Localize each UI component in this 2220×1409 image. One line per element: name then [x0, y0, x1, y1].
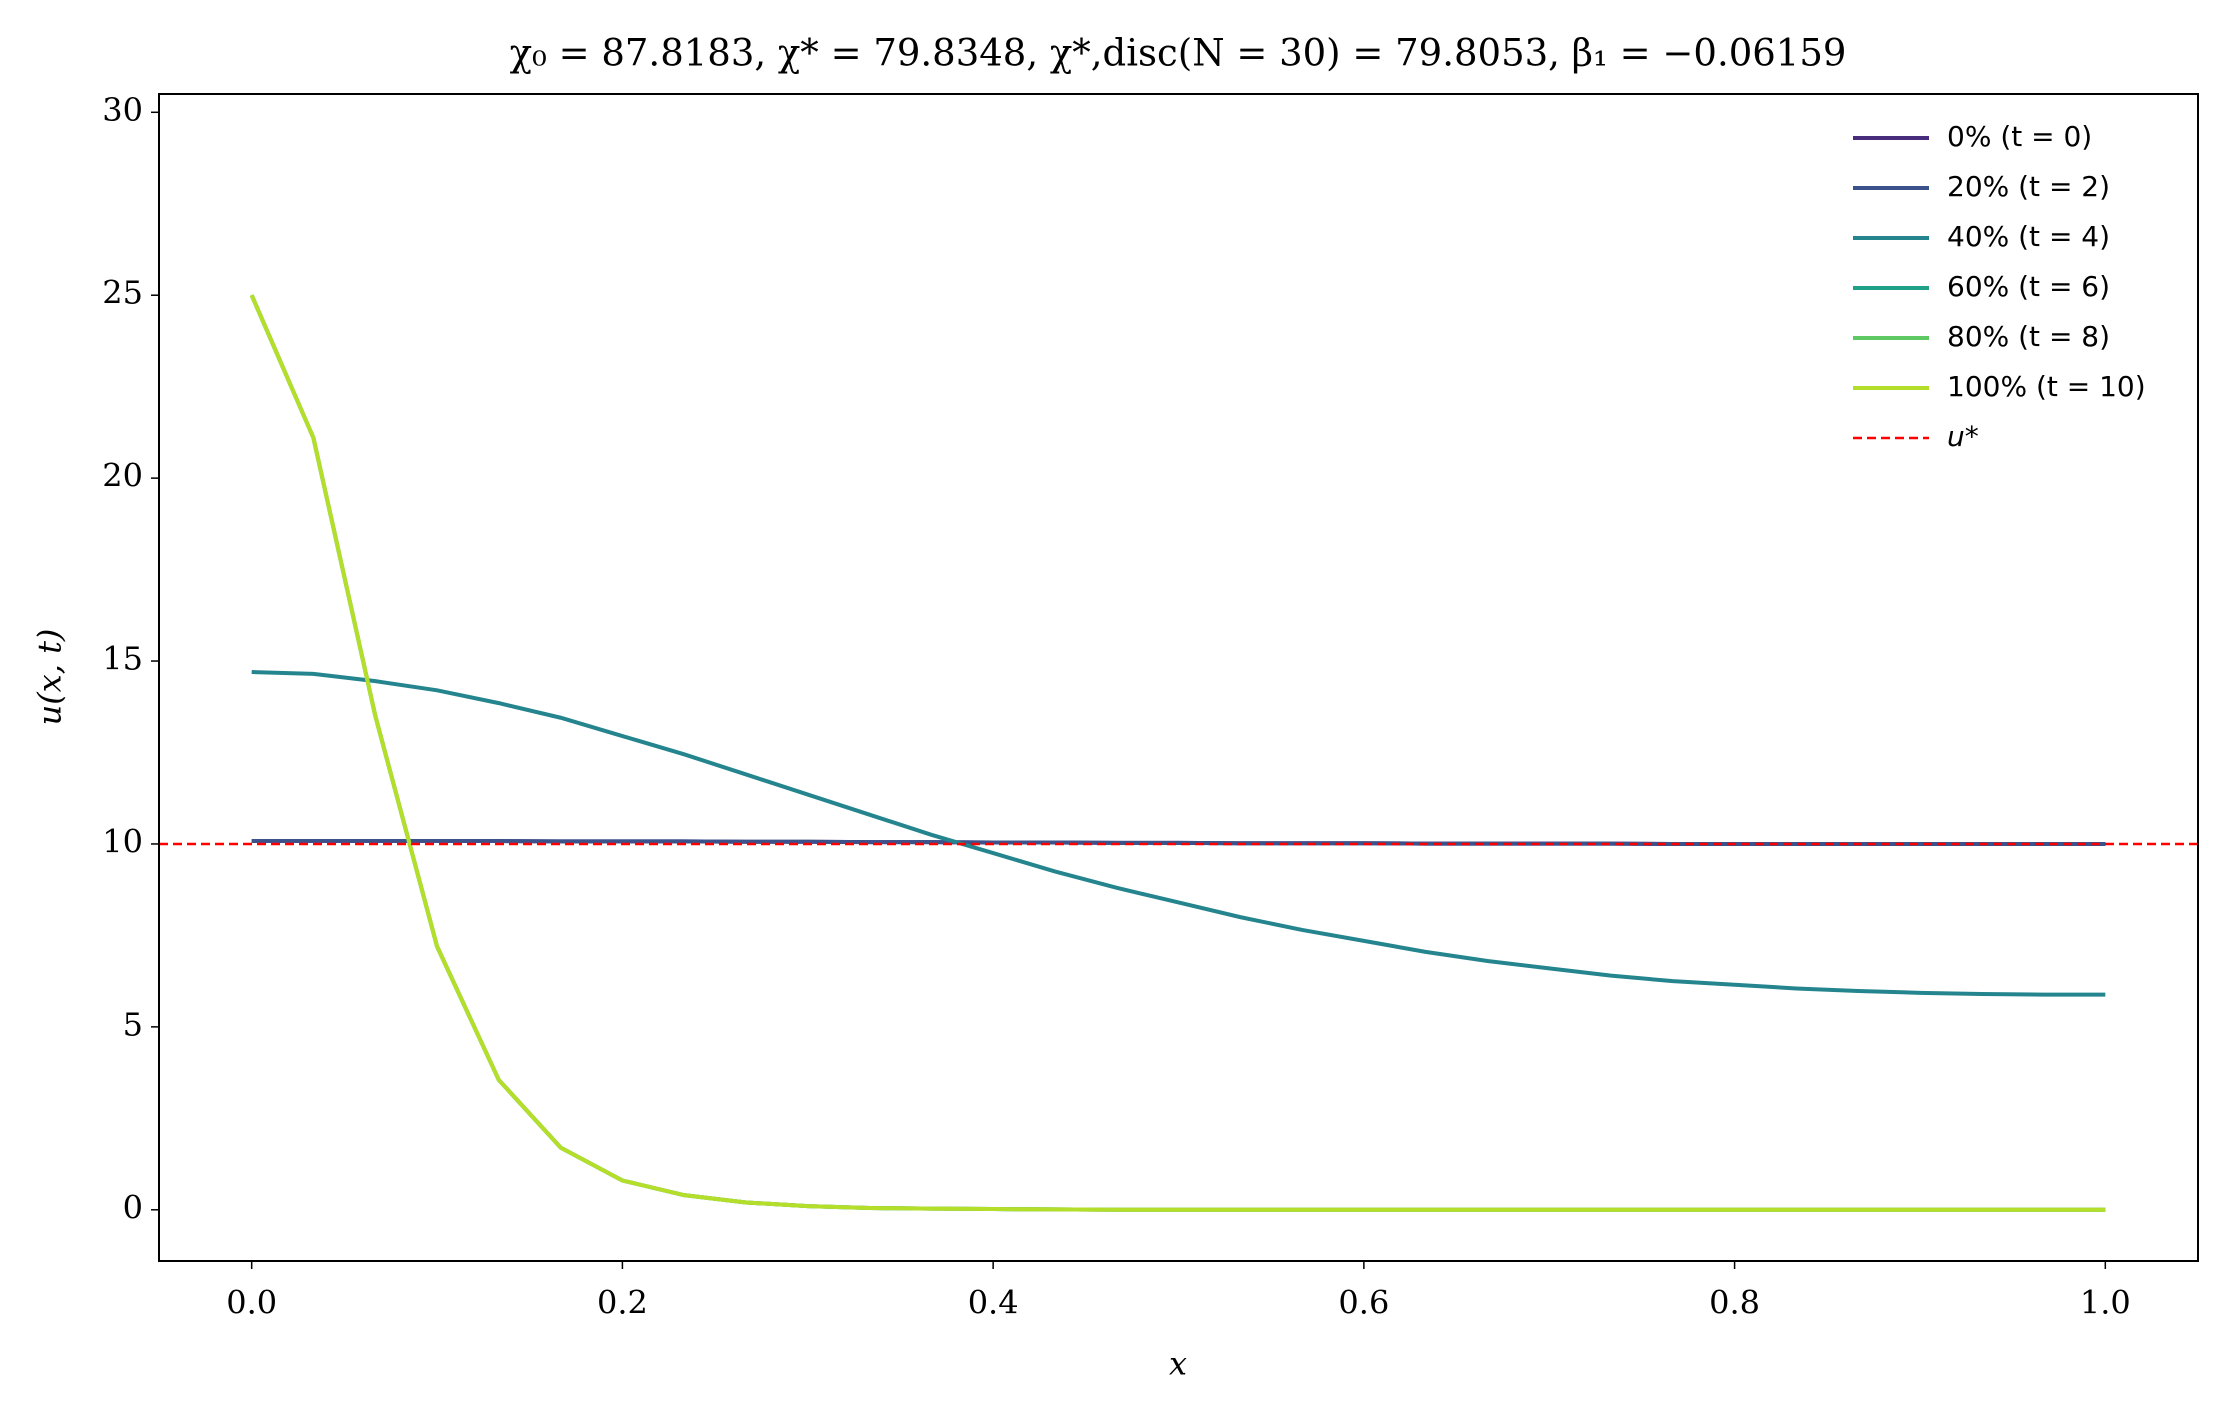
y-tick-label: 30: [102, 91, 143, 129]
legend-label: u*: [1947, 420, 1979, 453]
legend-label: 100% (t = 10): [1947, 370, 2146, 403]
legend-label: 60% (t = 6): [1947, 270, 2110, 303]
line: [251, 670, 2106, 997]
x-tick-label: 0.8: [1709, 1284, 1760, 1322]
chart-title: χ₀ = 87.8183, χ* = 79.8348, χ*,disc(N = …: [510, 32, 1847, 75]
x-tick-label: 0.4: [968, 1284, 1019, 1322]
y-tick-label: 25: [102, 274, 143, 312]
x-axis-label: x: [1169, 1345, 1187, 1383]
legend-label: 0% (t = 0): [1947, 120, 2092, 153]
legend-label: 20% (t = 2): [1947, 170, 2110, 203]
legend-label: 40% (t = 4): [1947, 220, 2110, 253]
plot-frame: [158, 93, 2199, 1262]
legend-label: 80% (t = 8): [1947, 320, 2110, 353]
x-tick-label: 0.0: [226, 1284, 277, 1322]
y-tick-label: 5: [123, 1005, 143, 1043]
x-tick-label: 0.6: [1338, 1284, 1389, 1322]
y-tick-label: 0: [123, 1188, 143, 1226]
x-tick-label: 0.2: [597, 1284, 648, 1322]
line: [249, 294, 2106, 1212]
y-tick-label: 10: [102, 822, 143, 860]
y-axis-label: u(x, t): [31, 629, 69, 726]
line: [251, 839, 2106, 846]
y-tick-label: 20: [102, 457, 143, 495]
line: [249, 294, 2106, 1212]
y-tick-label: 15: [102, 640, 143, 678]
x-tick-label: 1.0: [2080, 1284, 2131, 1322]
line: [249, 294, 2106, 1212]
